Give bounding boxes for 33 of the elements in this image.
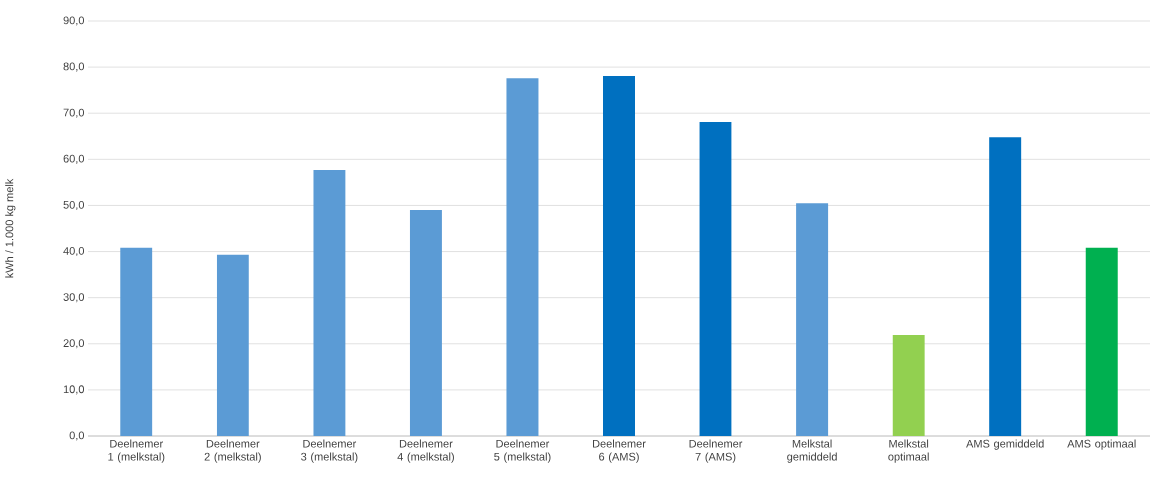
- bar: [892, 335, 925, 436]
- y-tick-label: 20,0: [63, 339, 85, 349]
- bar: [1085, 247, 1118, 436]
- bar: [120, 247, 153, 436]
- bar: [409, 210, 442, 436]
- x-tick-label: Deelnemer 2 (melkstal): [204, 439, 261, 463]
- y-tick-label: 70,0: [63, 108, 85, 118]
- y-tick-label: 10,0: [63, 385, 85, 395]
- y-tick-label: 80,0: [63, 62, 85, 72]
- x-tick-label: Deelnemer 6 (AMS): [593, 439, 646, 463]
- bar: [313, 169, 346, 436]
- x-tick-label: Deelnemer 5 (melkstal): [494, 439, 551, 463]
- y-tick-label: 60,0: [63, 154, 85, 164]
- x-tick-label: Deelnemer 3 (melkstal): [301, 439, 358, 463]
- x-tick-label: Deelnemer 7 (AMS): [689, 439, 743, 463]
- y-tick-label: 50,0: [63, 200, 85, 210]
- x-tick-label: Melkstal gemiddeld: [787, 439, 837, 463]
- bar: [699, 121, 732, 436]
- bar: [989, 137, 1022, 436]
- x-tick-label: Melkstal optimaal: [888, 439, 929, 463]
- y-tick-label: 0,0: [69, 431, 85, 441]
- y-tick-label: 90,0: [63, 16, 85, 26]
- x-tick-label: AMS gemiddeld: [966, 439, 1044, 450]
- bar: [216, 254, 249, 436]
- x-tick-label: Deelnemer 4 (melkstal): [397, 439, 454, 463]
- bar: [506, 78, 539, 436]
- bar: [796, 203, 829, 436]
- x-tick-label: AMS optimaal: [1067, 439, 1136, 450]
- bar: [603, 75, 636, 436]
- y-tick-label: 30,0: [63, 293, 85, 303]
- x-tick-label: Deelnemer 1 (melkstal): [108, 439, 165, 463]
- y-axis-title: kWh / 1.000 kg melk: [5, 178, 16, 278]
- y-tick-label: 40,0: [63, 247, 85, 257]
